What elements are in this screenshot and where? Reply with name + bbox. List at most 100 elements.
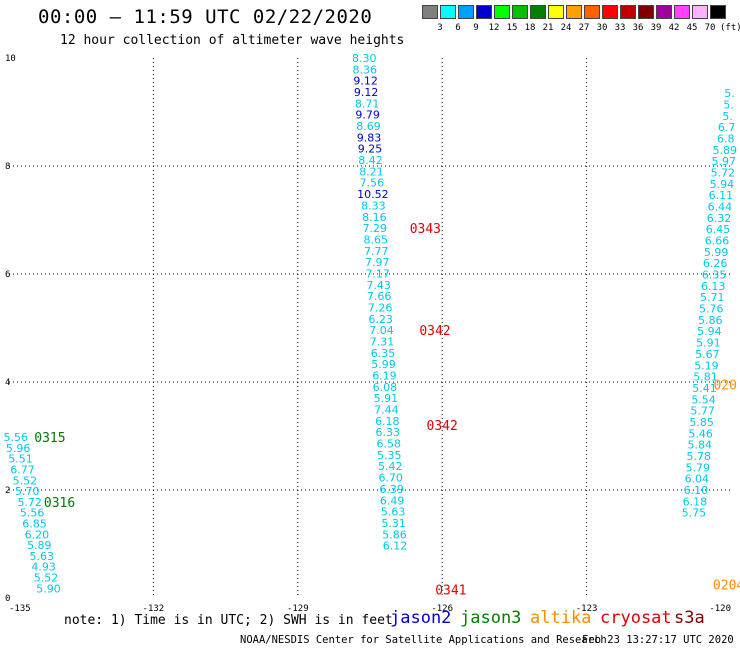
chart-subtitle: 12 hour collection of altimeter wave hei…	[60, 33, 405, 48]
swh-value-label: 5.78	[687, 450, 712, 463]
x-tick-label: -132	[143, 604, 165, 614]
swh-value-label: 5.52	[13, 474, 38, 487]
swh-value-label: 8.65	[364, 233, 389, 246]
swh-value-label: 6.45	[706, 223, 731, 236]
footer-note: note: 1) Time is in UTC; 2) SWH is in fe…	[64, 613, 393, 628]
x-tick-label: -129	[287, 604, 309, 614]
scale-swatch	[566, 5, 582, 19]
swh-value-label: 5.67	[695, 348, 720, 361]
legend-jason2: jason2	[390, 608, 452, 628]
y-tick-label: 8	[5, 162, 10, 172]
swh-value-label: 5.86	[698, 314, 723, 327]
swh-value-label: 5.84	[687, 439, 712, 452]
scale-tick-label: 15	[506, 23, 518, 33]
swh-value-label: 4.93	[31, 561, 56, 574]
scale-swatch	[530, 5, 546, 19]
swh-value-label: 6.18	[683, 495, 708, 508]
swh-value-label: 10.52	[357, 188, 389, 201]
swh-value-label: 5.94	[697, 325, 722, 338]
swh-value-label: 5.	[724, 87, 735, 100]
swh-value-label: 9.12	[354, 86, 379, 99]
x-tick-label: -123	[576, 604, 598, 614]
swh-value-label: 6.77	[10, 463, 35, 476]
scale-swatch	[638, 5, 654, 19]
swh-value-label: 7.97	[365, 256, 390, 269]
x-tick-label: -126	[431, 604, 453, 614]
swh-value-label: 7.17	[365, 267, 390, 280]
generated-timestamp: Feb 23 13:27:17 UTC 2020	[582, 634, 734, 646]
scale-tick-label: 36	[632, 23, 644, 33]
scale-swatch	[458, 5, 474, 19]
legend-jason3: jason3	[460, 608, 522, 628]
swh-value-label: 5.94	[710, 178, 735, 191]
pass-time-label: 0316	[44, 496, 75, 511]
swh-value-label: 8.36	[352, 63, 377, 76]
swh-value-label: 6.58	[377, 438, 402, 451]
swh-value-label: 6.32	[707, 212, 732, 225]
swh-value-label: 5.	[722, 110, 733, 123]
swh-value-label: 6.66	[705, 235, 730, 248]
scale-swatch	[602, 5, 618, 19]
swh-value-label: 6.35	[371, 347, 396, 360]
scale-swatch	[494, 5, 510, 19]
swh-value-label: 8.21	[359, 165, 384, 178]
scale-swatch	[656, 5, 672, 19]
swh-value-label: 5.56	[20, 507, 45, 520]
swh-value-label: 7.43	[366, 279, 391, 292]
swh-value-label: 6.08	[373, 381, 398, 394]
swh-value-label: 9.25	[358, 143, 383, 156]
scale-tick-label: 3	[437, 23, 443, 33]
swh-value-label: 5.97	[712, 155, 737, 168]
scale-tick-label: 27	[578, 23, 590, 33]
swh-value-label: 8.69	[356, 120, 381, 133]
credit-line: NOAA/NESDIS Center for Satellite Applica…	[240, 634, 607, 646]
scale-swatch	[512, 5, 528, 19]
swh-value-label: 6.11	[709, 189, 734, 202]
swh-value-label: 7.44	[374, 404, 399, 417]
swh-value-label: 8.33	[361, 199, 386, 212]
swh-value-label: 5.79	[686, 461, 711, 474]
scale-unit-label: (ft)	[720, 23, 740, 33]
scale-swatch	[476, 5, 492, 19]
swh-value-label: 6.85	[22, 517, 47, 530]
swh-value-label: 6.33	[376, 426, 401, 439]
swh-value-label: 6.18	[375, 415, 400, 428]
scale-tick-label: 21	[542, 23, 554, 33]
y-tick-label: 0	[5, 594, 10, 604]
scale-swatch	[440, 5, 456, 19]
y-tick-label: 6	[5, 270, 10, 280]
swh-value-label: 5.63	[29, 550, 54, 563]
swh-value-label: 5.90	[36, 582, 61, 595]
pass-time-label: 0343	[410, 222, 441, 237]
scale-tick-label: 70	[704, 23, 716, 33]
scale-tick-label: 12	[488, 23, 500, 33]
swh-value-label: 6.20	[25, 528, 50, 541]
swh-value-label: 6.10	[684, 484, 709, 497]
swh-value-label: 7.77	[364, 245, 389, 258]
swh-value-label: 5.91	[374, 392, 399, 405]
swh-value-label: 6.26	[703, 257, 728, 270]
swh-value-label: 9.83	[357, 131, 382, 144]
swh-value-label: 6.35	[702, 269, 727, 282]
scale-swatch	[548, 5, 564, 19]
swh-value-label: 8.71	[355, 97, 380, 110]
x-tick-label: -135	[9, 604, 31, 614]
swh-value-label: 6.12	[383, 540, 408, 553]
scale-swatch	[692, 5, 708, 19]
swh-value-label: 5.19	[694, 359, 719, 372]
swh-value-label: 5.70	[15, 485, 40, 498]
swh-value-label: 9.79	[355, 109, 380, 122]
swh-value-label: 6.39	[379, 483, 404, 496]
scale-tick-label: 9	[473, 23, 479, 33]
legend-s3a: s3a	[674, 608, 705, 628]
pass-time-label: 0342	[419, 324, 450, 339]
swh-value-label: 7.29	[363, 222, 388, 235]
swh-value-label: 5.52	[34, 571, 59, 584]
scale-tick-label: 42	[668, 23, 680, 33]
swh-value-label: 5.99	[704, 246, 729, 259]
swh-value-label: 5.75	[682, 507, 707, 520]
pass-time-label: 0315	[34, 431, 65, 446]
swh-value-label: 7.04	[369, 324, 394, 337]
swh-value-label: 5.72	[711, 166, 736, 179]
swh-value-label: 5.89	[27, 539, 52, 552]
